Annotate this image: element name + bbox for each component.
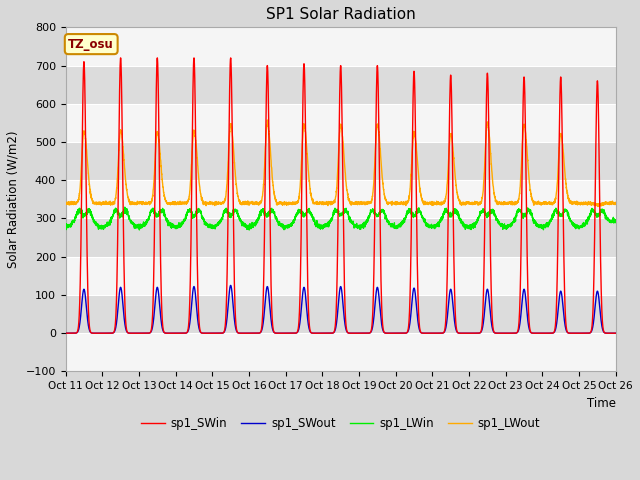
Line: sp1_SWout: sp1_SWout: [65, 286, 616, 333]
sp1_LWin: [321, 224, 328, 230]
sp1_LWout: [464, 199, 472, 205]
Bar: [65, 180, 616, 218]
Bar: [65, 65, 616, 104]
sp1_LWout: [594, 204, 602, 209]
sp1_LWin: [612, 219, 620, 225]
X-axis label: Time: Time: [587, 396, 616, 410]
sp1_LWin: [611, 218, 619, 224]
sp1_LWout: [161, 193, 168, 199]
sp1_SWout: [321, 330, 328, 336]
Line: sp1_SWin: sp1_SWin: [65, 58, 616, 333]
sp1_LWin: [121, 204, 129, 210]
Bar: [65, 27, 616, 65]
Legend: sp1_SWin, sp1_SWout, sp1_LWin, sp1_LWout: sp1_SWin, sp1_SWout, sp1_LWin, sp1_LWout: [136, 412, 545, 434]
Y-axis label: Solar Radiation (W/m2): Solar Radiation (W/m2): [7, 131, 20, 268]
sp1_LWin: [161, 210, 168, 216]
sp1_LWout: [321, 200, 328, 206]
sp1_SWout: [61, 330, 69, 336]
sp1_LWout: [264, 117, 271, 123]
sp1_LWin: [245, 227, 253, 233]
Bar: [65, 142, 616, 180]
sp1_LWout: [495, 199, 503, 205]
Title: SP1 Solar Radiation: SP1 Solar Radiation: [266, 7, 415, 22]
Bar: [65, 218, 616, 257]
Bar: [65, 295, 616, 333]
Line: sp1_LWin: sp1_LWin: [65, 207, 616, 230]
sp1_LWin: [464, 223, 472, 228]
sp1_LWout: [434, 200, 442, 205]
sp1_SWin: [495, 330, 503, 336]
Text: TZ_osu: TZ_osu: [68, 37, 114, 50]
Bar: [65, 333, 616, 372]
sp1_SWin: [612, 330, 620, 336]
sp1_SWout: [464, 330, 472, 336]
sp1_SWin: [434, 330, 442, 336]
sp1_SWin: [321, 330, 328, 336]
sp1_SWin: [464, 330, 472, 336]
sp1_SWout: [434, 330, 442, 336]
sp1_SWin: [116, 55, 124, 61]
sp1_LWin: [61, 225, 69, 230]
Line: sp1_LWout: sp1_LWout: [65, 120, 616, 206]
sp1_LWout: [61, 199, 69, 205]
sp1_SWin: [611, 330, 619, 336]
sp1_SWin: [161, 330, 168, 336]
Bar: [65, 104, 616, 142]
sp1_SWout: [612, 330, 620, 336]
sp1_LWout: [612, 200, 620, 205]
sp1_LWout: [611, 200, 619, 206]
sp1_SWin: [61, 330, 69, 336]
sp1_SWout: [227, 283, 234, 288]
sp1_LWin: [495, 221, 503, 227]
sp1_SWout: [495, 330, 503, 336]
sp1_LWin: [434, 223, 442, 229]
sp1_SWout: [161, 330, 168, 336]
sp1_SWout: [611, 330, 619, 336]
Bar: [65, 257, 616, 295]
